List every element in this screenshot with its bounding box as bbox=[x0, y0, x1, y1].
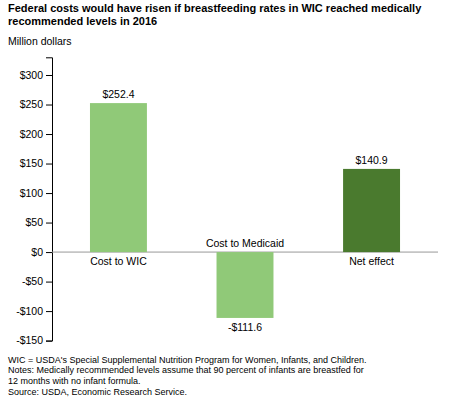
chart: Federal costs would have risen if breast… bbox=[0, 0, 450, 401]
title: Federal costs would have risen if breast… bbox=[8, 2, 422, 27]
plot: -$150 -$100 -$50 $0 $50 $100 $150 $200 $250 $300 $… bbox=[16, 58, 438, 347]
y-tick-mark bbox=[46, 341, 52, 342]
data-label: $252.4 bbox=[102, 88, 134, 100]
y-tick-label: -$100 bbox=[16, 305, 43, 317]
y-tick-label: $0 bbox=[31, 246, 43, 258]
y-tick: -$50 bbox=[22, 275, 52, 287]
y-tick-label: -$150 bbox=[16, 334, 43, 346]
y-tick: $250 bbox=[20, 98, 52, 110]
bar bbox=[217, 252, 274, 318]
category-label: Cost to Medicaid bbox=[206, 237, 284, 249]
y-tick-label: $200 bbox=[20, 128, 44, 140]
y-tick: -$150 bbox=[16, 334, 52, 346]
y-tick-mark bbox=[46, 311, 52, 312]
y-tick: $0 bbox=[31, 246, 52, 258]
y-tick-mark bbox=[46, 134, 52, 135]
category-label: Cost to WIC bbox=[90, 255, 147, 267]
y-tick: $100 bbox=[20, 187, 52, 199]
y-tick: $300 bbox=[20, 69, 52, 81]
y-tick-mark bbox=[46, 252, 52, 253]
y-tick-mark bbox=[46, 105, 52, 106]
bars bbox=[52, 103, 438, 318]
data-label: -$111.6 bbox=[228, 321, 262, 333]
category-label: Net effect bbox=[349, 255, 394, 267]
labels: $252.4 -$111.6 $140.9 Cost to WIC Cost to Me… bbox=[90, 88, 394, 333]
y-tick-mark bbox=[46, 223, 52, 224]
y-tick: $50 bbox=[25, 216, 52, 228]
y-tick-mark bbox=[46, 164, 52, 165]
y-axis: -$150 -$100 -$50 $0 $50 $100 $150 $200 $250 $300 bbox=[16, 58, 52, 347]
y-tick-mark bbox=[46, 282, 52, 283]
y-tick-label: $300 bbox=[20, 69, 44, 81]
y-tick-label: -$50 bbox=[22, 275, 43, 287]
y-tick-label: $50 bbox=[25, 216, 43, 228]
bar bbox=[343, 169, 400, 252]
y-axis-line bbox=[46, 58, 53, 341]
y-tick-label: $250 bbox=[20, 98, 44, 110]
data-label: $140.9 bbox=[355, 154, 387, 166]
bar bbox=[90, 103, 147, 252]
y-axis-label: Million dollars bbox=[8, 35, 72, 47]
y-tick-mark bbox=[46, 193, 52, 194]
y-tick-label: $150 bbox=[20, 157, 44, 169]
y-tick: -$100 bbox=[16, 305, 52, 317]
y-tick-label: $100 bbox=[20, 187, 44, 199]
y-tick: $200 bbox=[20, 128, 52, 140]
y-tick: $150 bbox=[20, 157, 52, 169]
y-tick-mark bbox=[46, 75, 52, 76]
footnote: WIC = USDA's Special Supplemental Nutrit… bbox=[8, 355, 366, 397]
